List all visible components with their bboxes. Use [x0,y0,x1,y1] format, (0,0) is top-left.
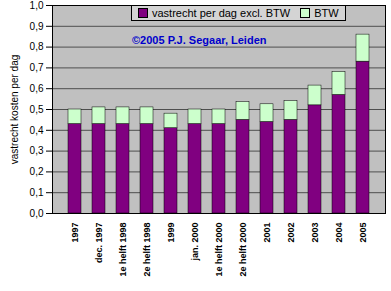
svg-text:jan. 2000: jan. 2000 [190,223,200,262]
svg-text:2005: 2005 [358,223,368,243]
svg-text:dec. 1997: dec. 1997 [94,223,104,264]
svg-text:1997: 1997 [70,223,80,243]
svg-text:2004: 2004 [334,223,344,243]
svg-text:0,2: 0,2 [30,166,44,177]
svg-text:2002: 2002 [286,223,296,243]
svg-text:0,4: 0,4 [30,125,44,136]
svg-text:0,3: 0,3 [30,145,44,156]
svg-text:0,9: 0,9 [30,21,44,32]
svg-text:1e helft 2000: 1e helft 2000 [214,223,224,277]
svg-text:0,6: 0,6 [30,83,44,94]
svg-text:1e helft 1998: 1e helft 1998 [118,223,128,277]
html-text:vastrecht per dag excl. BTW: vastrecht per dag excl. BTW [152,7,291,19]
svg-text:0,5: 0,5 [30,104,44,115]
svg-text:2001: 2001 [262,223,272,243]
svg-text:1999: 1999 [166,223,176,243]
html-text:©2005 P.J. Segaar, Leiden: ©2005 P.J. Segaar, Leiden [132,34,267,46]
svg-text:0,7: 0,7 [30,62,44,73]
svg-text:0,0: 0,0 [30,208,44,219]
svg-text:2003: 2003 [310,223,320,243]
svg-text:2e helft 1998: 2e helft 1998 [142,223,152,277]
svg-text:0,1: 0,1 [30,187,44,198]
svg-text:2e helft 2000: 2e helft 2000 [238,223,248,277]
svg-text:0,8: 0,8 [30,41,44,52]
svg-text:1,0: 1,0 [30,0,44,11]
html-text:BTW: BTW [314,7,339,19]
svg-text:vastrecht kosten per dag: vastrecht kosten per dag [9,55,20,165]
